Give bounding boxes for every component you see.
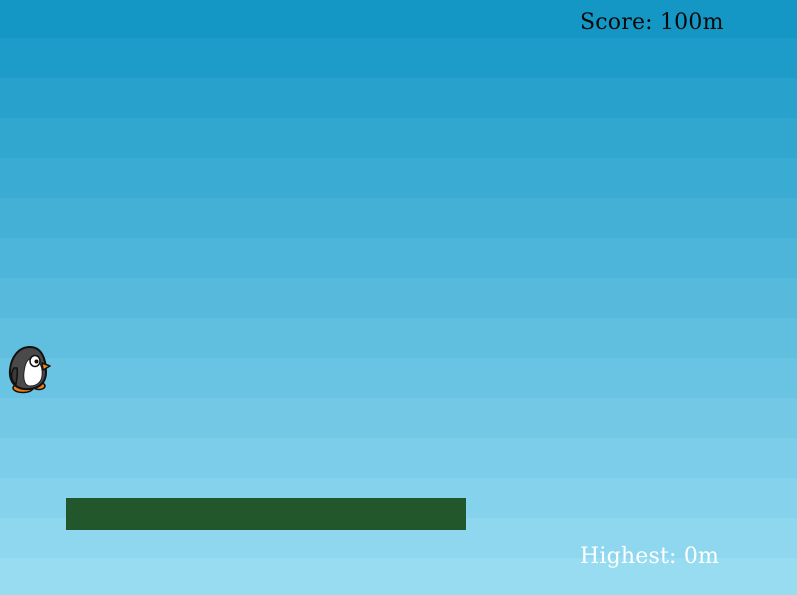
sky-band — [0, 0, 797, 38]
highest-score-label: Highest: 0m — [580, 544, 720, 569]
sky-band — [0, 118, 797, 158]
sky-band — [0, 238, 797, 278]
sky-band — [0, 78, 797, 118]
sky-band — [0, 158, 797, 198]
sky-band — [0, 438, 797, 478]
penguin-icon — [8, 345, 51, 394]
sky-band — [0, 558, 797, 595]
sky-band — [0, 38, 797, 78]
sky-band — [0, 358, 797, 398]
score-label: Score: 100m — [580, 10, 724, 35]
sky-band — [0, 278, 797, 318]
sky-band — [0, 398, 797, 438]
penguin-player — [6, 344, 52, 396]
sky-band — [0, 318, 797, 358]
platform — [66, 498, 466, 530]
sky-band — [0, 198, 797, 238]
